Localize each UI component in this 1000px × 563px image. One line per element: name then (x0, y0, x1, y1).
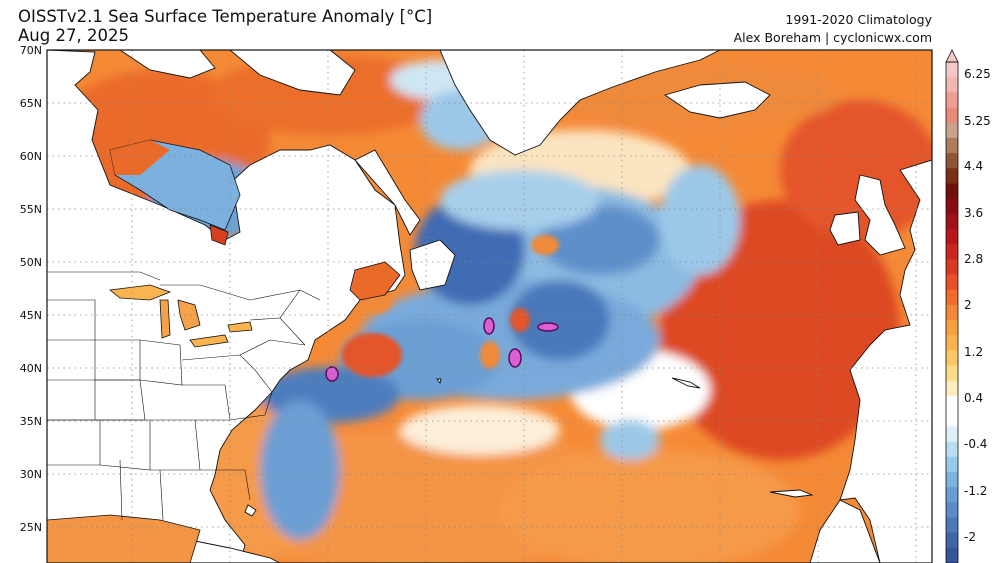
map-title: OISSTv2.1 Sea Surface Temperature Anomal… (18, 7, 433, 26)
colorbar-bin (946, 77, 958, 93)
colorbar-label: 1.2 (964, 345, 983, 359)
labrador (354, 149, 421, 236)
graticule (47, 50, 932, 563)
colorbar-label: -0.4 (964, 437, 987, 451)
colorbar-label: 2.8 (964, 252, 983, 266)
colorbar-bin (946, 517, 958, 534)
bermuda (436, 378, 442, 385)
gulf-of-st-lawrence (349, 261, 401, 301)
colorbar-bin (946, 380, 958, 397)
extreme-cold-spots (325, 317, 559, 382)
colorbar: 6.25 5.25 4.4 3.6 2.8 2 1.2 0.4 -0.4 -1.… (945, 49, 991, 563)
colorbar-bin (946, 350, 958, 367)
colorbar-bin (946, 153, 958, 169)
lat-label: 25N (20, 521, 42, 534)
colorbar-bin (946, 396, 958, 412)
colorbar-bin (946, 547, 958, 563)
latitude-labels: 70N 65N 60N 55N 50N 45N 40N 35N 30N 25N (20, 44, 42, 534)
great-britain (854, 174, 906, 256)
colorbar-bin (946, 259, 958, 275)
africa (809, 499, 881, 563)
colorbar-label: -2 (964, 530, 976, 544)
land-masses (47, 50, 932, 563)
lake-erie (189, 334, 229, 348)
colorbar-bin (946, 168, 958, 184)
lat-label: 60N (20, 150, 42, 163)
map-border (46, 49, 933, 563)
colorbar-bins (946, 62, 958, 563)
colorbar-label: 6.25 (964, 67, 991, 81)
europe (839, 159, 932, 563)
colorbar-max-arrow (945, 49, 959, 63)
colorbar-label: 3.6 (964, 206, 983, 220)
lat-label: 30N (20, 468, 42, 481)
lat-label: 35N (20, 415, 42, 428)
lake-superior (109, 284, 172, 301)
colorbar-bin (946, 502, 958, 518)
lake-huron (177, 299, 201, 331)
colorbar-bin (946, 456, 958, 473)
colorbar-bin (946, 198, 958, 215)
baffin-island (229, 50, 356, 96)
colorbar-bin (946, 320, 958, 336)
inland-water (47, 139, 401, 563)
colorbar-label: 2 (964, 298, 972, 312)
lat-label: 40N (20, 362, 42, 375)
colorbar-label: 4.4 (964, 159, 983, 173)
lat-label: 55N (20, 203, 42, 216)
colorbar-bin (946, 107, 958, 124)
hudson-bay-warm-west (110, 140, 170, 175)
lake-michigan (159, 299, 171, 339)
colorbar-bin (946, 411, 958, 427)
colorbar-bin (946, 229, 958, 245)
colorbar-bin (946, 183, 958, 200)
colorbar-bin (946, 304, 958, 321)
gulf-of-mexico (47, 514, 201, 563)
colorbar-bin (946, 122, 958, 139)
colorbar-bin (946, 92, 958, 108)
state-borders (47, 271, 321, 521)
colorbar-bin (946, 244, 958, 260)
colorbar-bin (946, 274, 958, 291)
colorbar-labels: 6.25 5.25 4.4 3.6 2.8 2 1.2 0.4 -0.4 -1.… (964, 67, 991, 544)
colorbar-bin (946, 289, 958, 306)
map-date: Aug 27, 2025 (18, 26, 129, 45)
colorbar-bin (946, 137, 958, 154)
climatology-label: 1991-2020 Climatology (785, 12, 932, 27)
colorbar-bin (946, 213, 958, 230)
lat-label: 50N (20, 256, 42, 269)
bahamas (244, 504, 257, 517)
lat-label: 70N (20, 44, 42, 57)
colorbar-bin (946, 335, 958, 351)
map-frame (47, 50, 932, 563)
lat-label: 65N (20, 97, 42, 110)
colorbar-bin (946, 471, 958, 488)
azores (671, 377, 701, 389)
colorbar-frame (945, 61, 959, 563)
canary-islands (769, 489, 814, 498)
north-america (47, 50, 406, 563)
colorbar-bin (946, 426, 958, 442)
colorbar-bin (946, 532, 958, 549)
greenland (439, 50, 721, 156)
lat-label: 45N (20, 309, 42, 322)
colorbar-bin (946, 62, 958, 78)
colorbar-bin (946, 365, 958, 382)
arctic-islands (119, 50, 216, 79)
colorbar-bin (946, 441, 958, 458)
colorbar-bin (946, 487, 958, 503)
iceland (663, 81, 771, 119)
newfoundland (409, 239, 456, 291)
credit-label: Alex Boreham | cyclonicwx.com (733, 30, 932, 45)
james-bay (209, 224, 229, 246)
ireland (829, 211, 861, 246)
lake-ontario (227, 321, 253, 333)
colorbar-label: -1.2 (964, 484, 987, 498)
colorbar-label: 5.25 (964, 114, 991, 128)
colorbar-label: 0.4 (964, 391, 983, 405)
